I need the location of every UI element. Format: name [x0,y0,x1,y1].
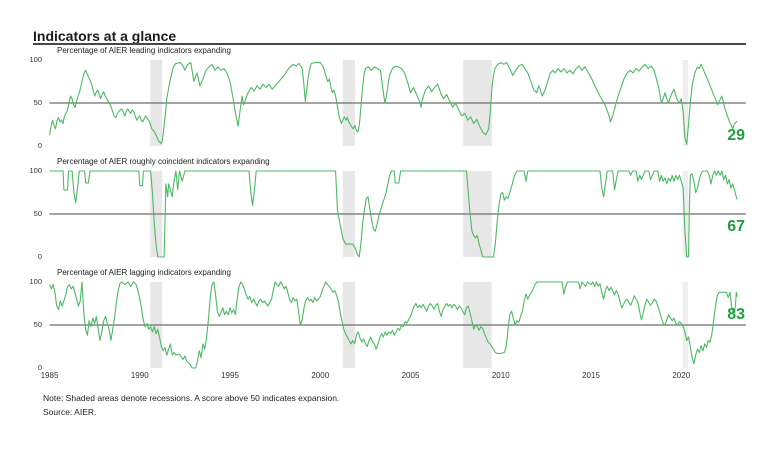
y-axis-tick-label: 50 [33,320,42,329]
leading-indicators-chart [48,60,746,146]
x-axis-tick-label: 1990 [130,371,149,380]
lagging-current-value: 83 [727,306,745,323]
y-axis-tick-label: 0 [37,141,42,150]
y-axis-tick-label: 0 [37,252,42,261]
x-axis-tick-label: 2020 [672,371,691,380]
leading-chart-title: Percentage of AIER leading indicators ex… [57,46,231,55]
y-axis-tick-label: 50 [33,209,42,218]
source-text: Source: AIER. [43,407,97,417]
x-axis-tick-label: 1985 [40,371,59,380]
title-rule [33,43,746,45]
y-axis-tick-label: 100 [29,55,42,64]
x-axis-tick-label: 2005 [401,371,420,380]
y-axis-tick-label: 0 [37,363,42,372]
y-axis-tick-label: 100 [29,277,42,286]
coincident-chart-title: Percentage of AIER roughly coincident in… [57,157,270,166]
leading-current-value: 29 [727,127,745,144]
lagging-chart-title: Percentage of AIER lagging indicators ex… [57,268,231,277]
leading-series-line [48,62,738,145]
page-title: Indicators at a glance [33,28,177,44]
y-axis-tick-label: 100 [29,166,42,175]
x-axis-tick-label: 2000 [311,371,330,380]
coincident-series-line [49,170,738,258]
note-text: Note: Shaded areas denote recessions. A … [43,393,340,403]
lagging-indicators-chart [48,281,746,369]
y-axis-tick-label: 50 [33,98,42,107]
x-axis-tick-label: 2010 [491,371,510,380]
x-axis-tick-label: 1995 [221,371,239,380]
coincident-current-value: 67 [727,218,745,235]
lagging-series-line [48,281,738,369]
x-axis-tick-label: 2015 [582,371,600,380]
coincident-indicators-chart [49,170,746,258]
